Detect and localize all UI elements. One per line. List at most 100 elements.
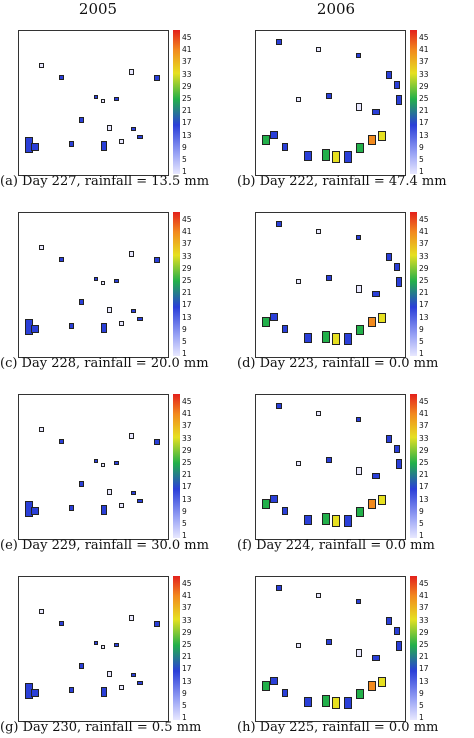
colorbar-tick-label: 45 — [419, 579, 429, 588]
map-cell — [344, 151, 352, 163]
panel-caption: (b) Day 222, rainfall = 47.4 mm — [237, 174, 447, 189]
colorbar-tick-label: 41 — [419, 227, 429, 237]
map-cell — [368, 499, 376, 509]
column-title-2005: 2005 — [78, 0, 118, 18]
map-cell — [394, 263, 400, 271]
colorbar-tick-label: 25 — [182, 640, 192, 649]
panel-g: 45 41 37 33 29 25 21 17 13 9 5 1 (g) Day 230, rainfa… — [0, 556, 237, 738]
map-cell — [94, 459, 98, 463]
map-cell — [31, 507, 39, 515]
map-cell — [39, 427, 44, 432]
map-cell — [39, 63, 44, 68]
colorbar-tick-label: 33 — [182, 69, 192, 79]
map-cell — [39, 245, 44, 250]
map-cell — [94, 95, 98, 99]
map-cell — [396, 641, 402, 651]
colorbar-tick-label: 9 — [419, 142, 424, 152]
map-cell — [322, 695, 330, 707]
colorbar-tick-label: 5 — [182, 155, 187, 164]
map-cell — [344, 515, 352, 527]
spatial-map — [18, 394, 169, 540]
colorbar-ticks: 45 41 37 33 29 25 21 17 13 9 5 1 — [419, 576, 449, 722]
colorbar-tick-label: 21 — [182, 652, 192, 662]
map-cell — [282, 689, 288, 697]
map-cell — [332, 515, 340, 527]
map-cell — [69, 141, 74, 147]
map-cell — [372, 109, 380, 115]
map-cell — [69, 505, 74, 511]
colorbar-tick-label: 29 — [419, 445, 429, 455]
colorbar-tick-label: 5 — [182, 519, 187, 528]
colorbar-tick-label: 21 — [419, 288, 429, 298]
colorbar-tick-label: 29 — [182, 445, 192, 455]
colorbar-tick-label: 29 — [182, 263, 192, 273]
colorbar-tick-label: 33 — [419, 251, 429, 261]
colorbar-tick-label: 17 — [182, 482, 192, 492]
map-cell — [119, 685, 124, 690]
colorbar-tick-label: 37 — [182, 421, 192, 431]
map-cell — [356, 53, 361, 58]
colorbar-tick-label: 45 — [419, 33, 429, 42]
colorbar-tick-label: 25 — [419, 94, 429, 103]
map-cell — [326, 457, 332, 463]
colorbar-tick-label: 33 — [182, 251, 192, 261]
colorbar-tick-label: 5 — [419, 519, 424, 528]
spatial-map — [18, 576, 169, 722]
colorbar-tick-label: 41 — [419, 591, 429, 601]
map-cell — [270, 313, 278, 321]
map-cell — [386, 253, 392, 261]
map-cell — [101, 687, 107, 697]
map-cell — [137, 317, 143, 321]
colorbar-tick-label: 1 — [419, 349, 424, 359]
colorbar-tick-label: 45 — [419, 397, 429, 406]
map-cell — [356, 689, 364, 699]
map-cell — [114, 279, 119, 283]
colorbar-ticks: 45 41 37 33 29 25 21 17 13 9 5 1 — [419, 394, 449, 540]
map-cell — [332, 333, 340, 345]
panel-caption: (d) Day 223, rainfall = 0.0 mm — [237, 356, 439, 371]
map-cell — [154, 75, 160, 81]
map-cell — [386, 617, 392, 625]
colorbar-tick-label: 37 — [419, 421, 429, 431]
colorbar-tick-label: 17 — [419, 664, 429, 674]
colorbar-tick-label: 45 — [182, 33, 192, 42]
colorbar-tick-label: 9 — [419, 506, 424, 516]
colorbar-tick-label: 13 — [419, 130, 429, 140]
map-cell — [378, 495, 386, 505]
colorbar-tick-label: 29 — [419, 81, 429, 91]
colorbar-tick-label: 25 — [419, 458, 429, 467]
colorbar — [410, 576, 417, 720]
map-cell — [31, 325, 39, 333]
colorbar-tick-label: 1 — [182, 167, 187, 177]
map-cell — [316, 411, 321, 416]
colorbar-tick-label: 37 — [182, 603, 192, 613]
map-cell — [356, 235, 361, 240]
colorbar-tick-label: 41 — [182, 227, 192, 237]
map-cell — [332, 151, 340, 163]
map-cell — [332, 697, 340, 709]
colorbar-tick-label: 13 — [182, 130, 192, 140]
map-cell — [114, 97, 119, 101]
map-cell — [396, 459, 402, 469]
panel-b: 45 41 37 33 29 25 21 17 13 9 5 1 (b) Day 222, rainfa… — [237, 10, 474, 192]
map-cell — [129, 251, 134, 257]
colorbar-tick-label: 41 — [419, 45, 429, 55]
colorbar-tick-label: 25 — [419, 276, 429, 285]
spatial-map — [18, 212, 169, 358]
map-cell — [137, 499, 143, 503]
map-cell — [131, 309, 136, 313]
map-cell — [59, 75, 64, 80]
map-cell — [386, 435, 392, 443]
colorbar-tick-label: 45 — [182, 579, 192, 588]
colorbar-tick-label: 21 — [182, 288, 192, 298]
map-cell — [101, 141, 107, 151]
colorbar-tick-label: 13 — [419, 676, 429, 686]
map-cell — [316, 593, 321, 598]
panel-caption: (e) Day 229, rainfall = 30.0 mm — [0, 538, 209, 553]
colorbar-tick-label: 45 — [182, 215, 192, 224]
map-cell — [79, 481, 84, 487]
colorbar-tick-label: 29 — [419, 627, 429, 637]
panel-h: 45 41 37 33 29 25 21 17 13 9 5 1 (h) Day 225, rainfa… — [237, 556, 474, 738]
map-cell — [129, 615, 134, 621]
map-cell — [282, 507, 288, 515]
